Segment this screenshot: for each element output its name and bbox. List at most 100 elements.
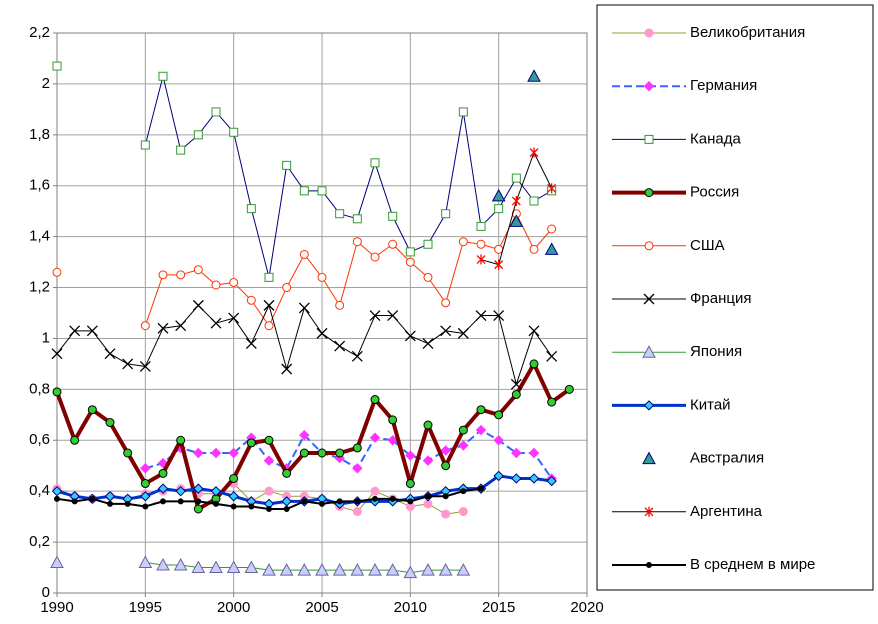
marker — [385, 563, 400, 576]
marker — [643, 293, 655, 305]
marker — [282, 160, 292, 170]
marker — [441, 509, 451, 519]
marker — [387, 310, 399, 322]
marker — [493, 470, 504, 482]
marker — [441, 461, 451, 471]
marker — [529, 196, 539, 206]
marker — [458, 440, 469, 451]
y-tick-label: 1,4 — [29, 228, 50, 245]
marker — [122, 358, 134, 370]
legend-label: Россия — [690, 184, 739, 201]
marker — [370, 158, 380, 168]
marker — [279, 563, 294, 576]
marker — [209, 560, 223, 574]
marker — [299, 448, 309, 458]
marker — [104, 348, 116, 360]
marker — [460, 488, 467, 495]
marker — [244, 560, 259, 574]
marker — [422, 455, 434, 466]
marker — [644, 506, 654, 517]
marker — [160, 498, 166, 505]
marker — [298, 302, 310, 314]
legend-label: В среднем в мире — [690, 556, 815, 573]
marker — [352, 237, 362, 247]
marker — [352, 507, 362, 517]
marker — [173, 557, 188, 571]
marker — [281, 363, 293, 375]
marker — [69, 325, 81, 337]
marker — [246, 295, 256, 305]
marker — [193, 265, 203, 275]
marker — [319, 500, 325, 507]
marker — [458, 507, 468, 517]
marker — [458, 237, 468, 247]
legend-label: Великобритания — [690, 24, 805, 41]
marker — [370, 395, 380, 405]
marker — [138, 555, 153, 568]
marker — [229, 277, 239, 287]
marker — [441, 298, 451, 308]
y-tick-label: 0 — [42, 584, 50, 601]
marker — [158, 468, 168, 478]
marker — [51, 348, 63, 360]
marker — [644, 188, 654, 198]
marker — [511, 173, 521, 183]
marker — [546, 350, 558, 362]
marker — [228, 491, 239, 502]
marker — [421, 563, 435, 576]
marker — [441, 209, 451, 219]
legend-label: Аргентина — [690, 503, 763, 520]
marker — [52, 267, 62, 277]
marker — [369, 310, 381, 322]
marker — [299, 249, 309, 259]
marker — [370, 252, 380, 262]
y-tick-label: 2 — [42, 75, 50, 92]
marker — [140, 140, 150, 150]
marker — [282, 468, 292, 478]
y-tick-label: 0,6 — [29, 431, 50, 448]
marker — [478, 485, 484, 492]
marker — [352, 443, 362, 453]
marker — [51, 485, 63, 497]
marker — [193, 447, 204, 459]
marker — [494, 410, 504, 420]
marker — [494, 244, 504, 254]
marker — [405, 257, 415, 267]
x-tick-label: 1995 — [129, 599, 162, 616]
marker — [372, 495, 378, 502]
legend-label: США — [690, 237, 725, 254]
marker — [440, 445, 451, 456]
marker — [86, 325, 98, 337]
marker — [177, 498, 184, 505]
marker — [175, 320, 187, 332]
legend-label: Австралия — [690, 450, 764, 467]
marker — [245, 338, 257, 350]
marker — [369, 432, 381, 443]
marker — [263, 455, 275, 466]
y-tick-label: 1,8 — [29, 126, 50, 143]
marker — [442, 493, 449, 500]
marker — [124, 500, 131, 507]
marker — [139, 360, 151, 372]
marker — [547, 183, 557, 194]
marker — [210, 485, 222, 497]
marker — [494, 204, 504, 214]
marker — [52, 387, 62, 397]
marker — [405, 450, 416, 461]
marker — [388, 415, 398, 425]
marker — [211, 280, 221, 290]
marker — [388, 211, 398, 221]
marker — [646, 562, 652, 568]
marker — [50, 555, 64, 568]
marker — [246, 204, 256, 214]
marker — [423, 272, 433, 282]
marker — [438, 563, 453, 576]
legend-label: Канада — [690, 130, 741, 147]
marker — [54, 495, 60, 502]
marker — [511, 473, 522, 484]
marker — [195, 498, 202, 505]
y-tick-label: 0,2 — [29, 533, 50, 550]
marker — [193, 130, 203, 140]
marker — [176, 270, 186, 280]
